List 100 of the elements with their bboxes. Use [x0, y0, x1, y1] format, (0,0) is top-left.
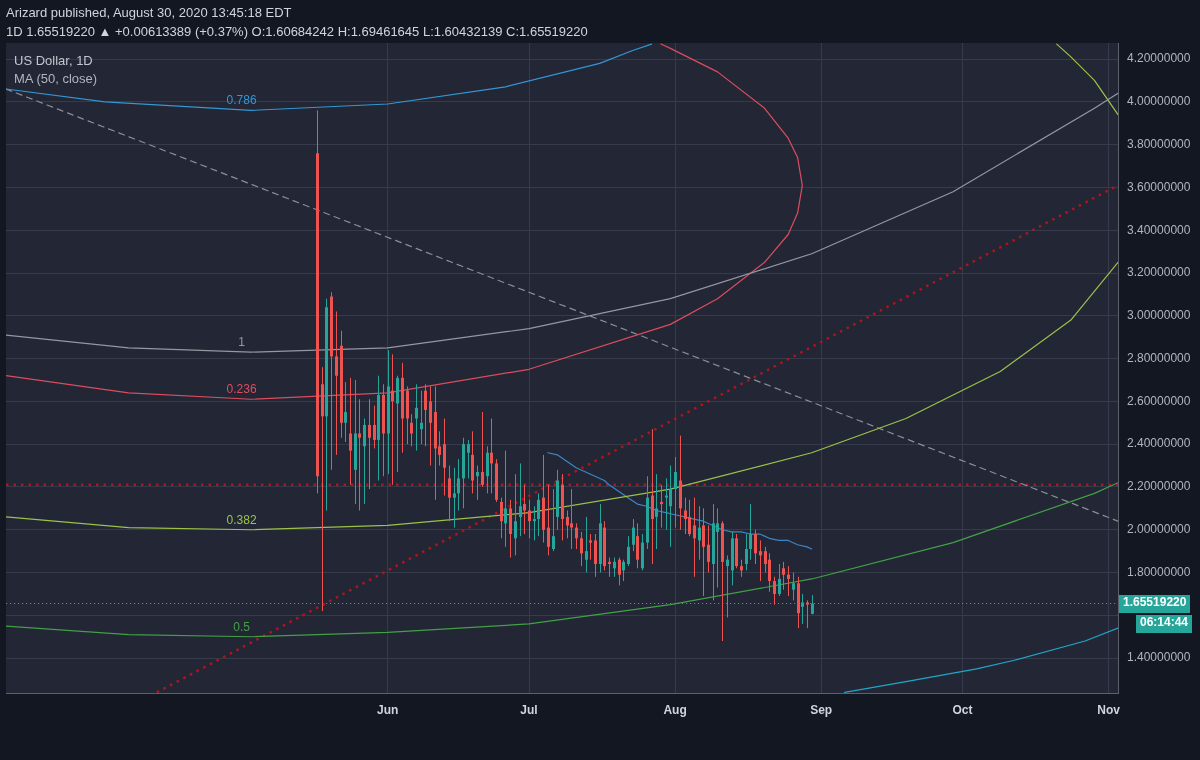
candlestick	[575, 522, 578, 550]
candlestick	[547, 484, 550, 556]
x-tick-label: Oct	[952, 702, 973, 717]
candlestick	[778, 563, 781, 597]
ref-line-label: 1.65519220	[1119, 594, 1191, 613]
candlestick	[519, 462, 522, 537]
candlestick	[632, 518, 635, 552]
candlestick	[674, 456, 677, 529]
candlestick	[344, 381, 347, 443]
candlestick	[420, 390, 423, 445]
y-tick-label: 4.00000000	[1127, 94, 1191, 109]
candlestick	[754, 529, 757, 565]
annotation: MA (50, close)	[14, 71, 98, 86]
text: 06:14:44	[1136, 614, 1193, 633]
candlestick	[589, 533, 592, 561]
candlestick	[368, 398, 371, 490]
candlestick	[636, 522, 639, 569]
annotation: 0.786	[226, 93, 257, 108]
candlestick	[745, 533, 748, 571]
candlestick	[358, 398, 361, 511]
candlestick	[410, 413, 413, 447]
candlestick	[349, 377, 352, 486]
candlestick	[500, 497, 503, 539]
candlestick	[622, 559, 625, 582]
x-tick-label: Aug	[663, 702, 687, 717]
text: Arizard published, August 30, 2020 13:45:18 EDT	[6, 5, 292, 20]
candlestick	[792, 572, 795, 601]
candlestick	[684, 497, 687, 535]
candlestick	[552, 488, 555, 552]
candlestick	[651, 428, 654, 565]
x-tick-label: Jun	[376, 702, 399, 717]
candlestick	[627, 535, 630, 567]
y-tick-label: 1.40000000	[1127, 650, 1191, 665]
candlestick	[528, 499, 531, 539]
candlestick	[749, 503, 752, 561]
x-tick-label: Sep	[810, 702, 833, 717]
candlestick	[707, 524, 710, 574]
candlestick	[665, 477, 668, 531]
candlestick	[443, 417, 446, 497]
candlestick	[702, 507, 705, 597]
y-tick-label: 2.60000000	[1127, 393, 1191, 408]
candlestick	[363, 417, 366, 505]
candlestick	[782, 561, 785, 591]
y-tick-label: 2.80000000	[1127, 350, 1191, 365]
candlestick	[806, 599, 809, 629]
candlestick	[424, 383, 427, 447]
candlestick	[759, 539, 762, 582]
y-tick-label: 4.20000000	[1127, 51, 1191, 66]
candlestick	[660, 484, 663, 529]
candlestick	[801, 593, 804, 625]
candlestick	[429, 385, 432, 467]
candlestick	[787, 565, 790, 597]
y-tick-label: 3.00000000	[1127, 308, 1191, 323]
candlestick	[335, 311, 338, 456]
candlestick	[476, 465, 479, 501]
candlestick	[481, 411, 484, 488]
y-tick-label: 2.00000000	[1127, 522, 1191, 537]
candlestick	[580, 531, 583, 567]
y-tick-label: 3.20000000	[1127, 265, 1191, 280]
candlestick	[448, 465, 451, 522]
candlestick	[698, 505, 701, 561]
chart-subtitle: 1D 1.65519220 ▲ +0.00613389 (+0.37%) O:1.60684242 H:1.69461645 L:1.60432139 C:1.65519220	[6, 24, 588, 39]
candlestick	[566, 510, 569, 539]
y-tick-label: 3.60000000	[1127, 179, 1191, 194]
candlestick	[669, 465, 672, 548]
candlestick	[490, 417, 493, 494]
y-tick-label: 3.80000000	[1127, 136, 1191, 151]
candlestick	[716, 507, 719, 589]
candlestick	[391, 353, 394, 486]
candlestick	[467, 439, 470, 479]
candlestick	[655, 473, 658, 550]
candlestick	[514, 473, 517, 556]
y-tick-label: 1.80000000	[1127, 564, 1191, 579]
annotation: 1	[238, 335, 245, 350]
candlestick	[570, 488, 573, 550]
x-tick-label: Jul	[520, 702, 538, 717]
candlestick	[618, 557, 621, 586]
candlestick	[523, 484, 526, 535]
candlestick	[773, 576, 776, 606]
candlestick	[693, 497, 696, 578]
candlestick	[537, 492, 540, 537]
text: US Dollar, 1D	[14, 53, 93, 68]
candlestick	[486, 445, 489, 494]
candlestick	[453, 467, 456, 529]
candlestick	[594, 533, 597, 578]
y-tick-label: 2.40000000	[1127, 436, 1191, 451]
candlestick	[373, 405, 376, 449]
candlestick	[585, 516, 588, 574]
annotation: 0.236	[226, 382, 257, 397]
y-tick-label: 2.20000000	[1127, 479, 1191, 494]
candlestick	[457, 458, 460, 511]
annotation: 0.382	[226, 512, 257, 527]
candlestick	[608, 557, 611, 578]
x-tick-label: Nov	[1097, 702, 1121, 717]
candlestick	[533, 505, 536, 541]
y-tick-label: 3.40000000	[1127, 222, 1191, 237]
candlestick	[415, 383, 418, 452]
annotation: 0.5	[233, 619, 250, 634]
candlestick	[688, 499, 691, 537]
candlestick	[768, 552, 771, 593]
